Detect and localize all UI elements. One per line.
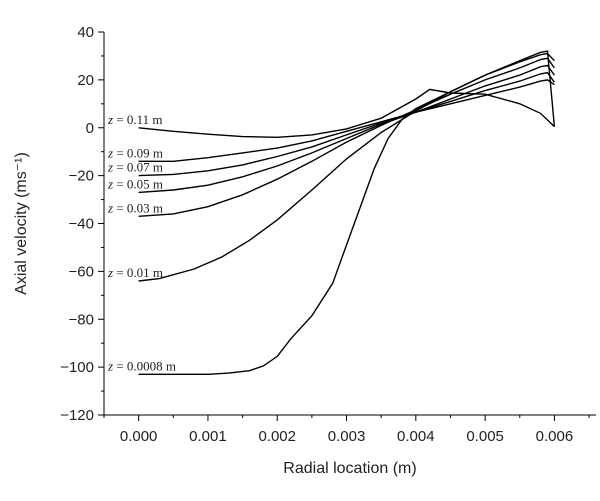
y-tick-label: −120 (60, 407, 94, 424)
series-line-4 (138, 64, 555, 194)
series-line-7 (138, 50, 556, 375)
series-lines (138, 50, 556, 375)
y-tick-label: 0 (86, 120, 94, 137)
series-label-7: z = 0.0008 m (107, 358, 176, 373)
x-tick-label: 0.000 (120, 428, 158, 445)
series-label-6: z = 0.01 m (107, 265, 163, 280)
x-tick-label: 0.001 (189, 428, 227, 445)
y-tick-label: −40 (69, 216, 94, 233)
x-tick-label: 0.005 (466, 428, 504, 445)
x-tick-label: 0.004 (397, 428, 435, 445)
series-line-5 (138, 57, 555, 217)
series-label-2: z = 0.09 m (107, 145, 163, 160)
y-tick-label: −80 (69, 311, 94, 328)
y-tick-label: 20 (77, 72, 94, 89)
series-label-5: z = 0.03 m (107, 200, 163, 215)
series-label-4: z = 0.05 m (107, 176, 163, 191)
y-axis-title: Axial velocity (ms⁻¹) (13, 152, 30, 295)
x-tick-label: 0.006 (536, 428, 574, 445)
series-line-6 (138, 52, 555, 282)
y-tick-label: 40 (77, 24, 94, 41)
series-label-3: z = 0.07 m (107, 160, 163, 175)
series-line-2 (138, 79, 555, 163)
y-tick-label: −20 (69, 168, 94, 185)
series-label-1: z = 0.11 m (107, 112, 163, 127)
y-tick-label: −60 (69, 263, 94, 280)
x-tick-label: 0.003 (328, 428, 366, 445)
tick-marks: 40 20 0 −20 −40 −60 −80 −100 −120 0.000 0.001 0.002… (60, 24, 590, 445)
y-tick-label: −100 (60, 359, 94, 376)
series-line-1 (138, 88, 555, 139)
series-line-3 (138, 71, 555, 177)
x-tick-label: 0.002 (258, 428, 296, 445)
axes (103, 32, 596, 416)
series-labels: z = 0.11 m z = 0.09 mz = 0.07 mz = 0.05 m… (107, 112, 176, 374)
x-axis-title: Radial location (m) (283, 460, 416, 477)
